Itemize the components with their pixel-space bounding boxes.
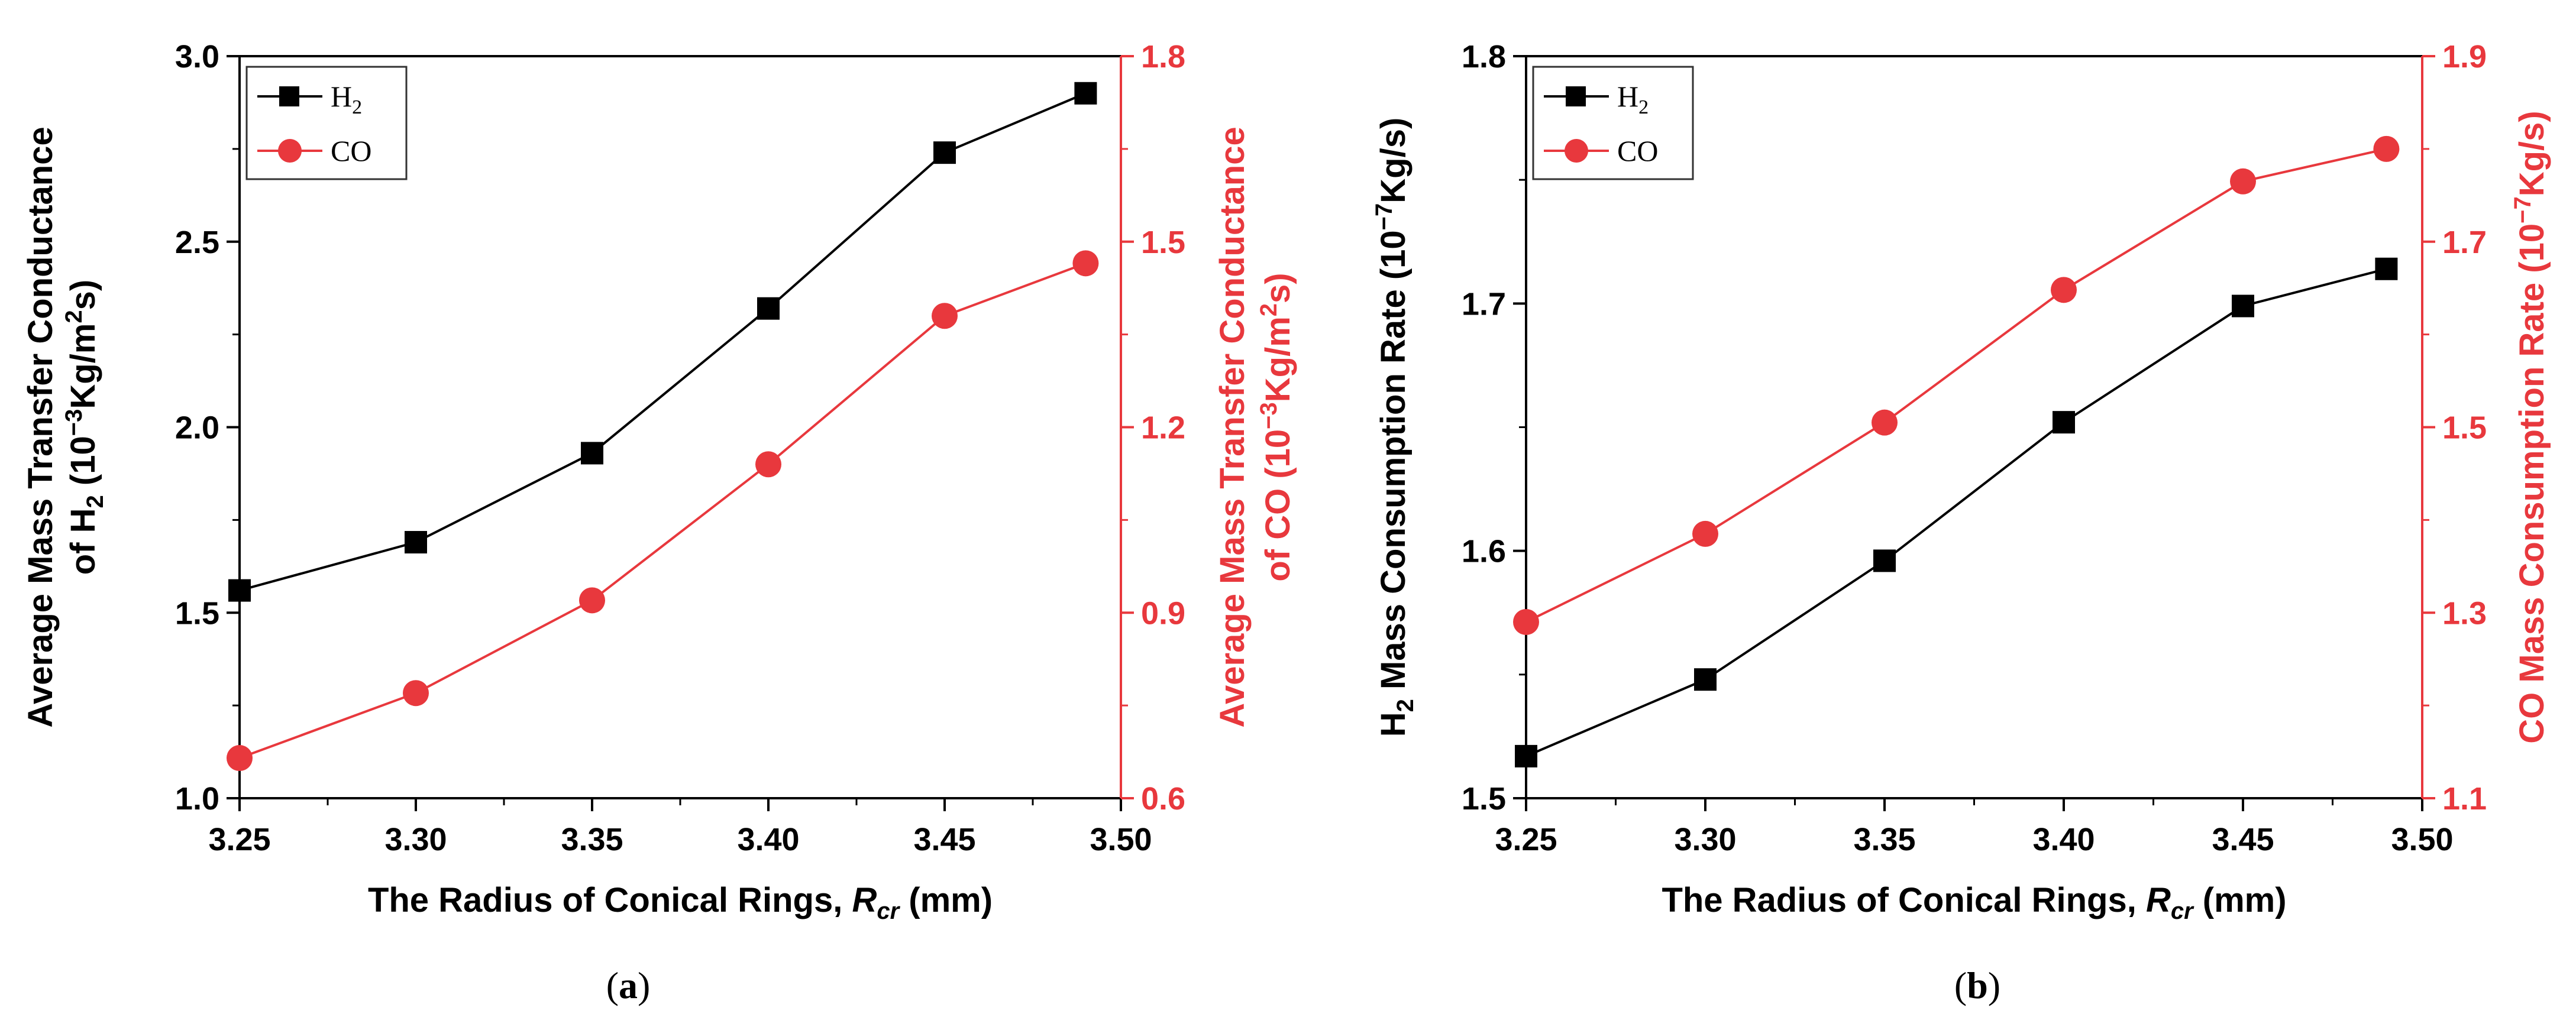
series-line-co [239, 262, 1087, 759]
legend-marker-h2 [1566, 86, 1586, 106]
legend-box [1532, 66, 1694, 180]
data-point-co [1692, 520, 1718, 547]
x-tick-label: 3.50 [2391, 822, 2453, 857]
data-point-h2 [1873, 549, 1896, 572]
right-y-axis-title-line2: of CO (10−3Kg/m2s) [1256, 273, 1297, 581]
x-tick-label: 3.45 [2212, 822, 2274, 857]
legend-marker-co [278, 139, 302, 163]
right-y-tick-label: 1.9 [2442, 39, 2487, 75]
x-tick-label: 3.30 [1674, 822, 1736, 857]
left-y-tick-label: 1.6 [1462, 534, 1506, 569]
x-tick-label: 3.40 [737, 822, 799, 857]
data-point-co [2051, 277, 2077, 303]
x-tick-label: 3.25 [208, 822, 270, 857]
left-y-tick-label: 1.8 [1462, 39, 1506, 75]
data-point-h2 [1515, 744, 1537, 767]
series-line-h [1525, 267, 2387, 757]
series-line-h [239, 92, 1087, 592]
right-y-axis-title-line1: Average Mass Transfer Conductance [1213, 127, 1252, 727]
data-point-co [227, 745, 253, 772]
left-y-axis-title-line1: Average Mass Transfer Conductance [21, 127, 60, 727]
data-point-co [579, 587, 605, 614]
x-tick-label: 3.50 [1090, 822, 1152, 857]
left-y-tick-label: 2.5 [175, 225, 219, 260]
data-point-co [1513, 608, 1539, 635]
left-y-axis-title-line2: of H2 (10−3Kg/m2s) [61, 280, 108, 575]
x-tick-label: 3.25 [1495, 822, 1557, 857]
data-point-h2 [757, 297, 780, 320]
x-axis-title: The Radius of Conical Rings, Rcr (mm) [1662, 881, 2286, 924]
panel-caption: (a) [606, 964, 651, 1006]
data-point-h2 [405, 531, 427, 554]
x-tick-label: 3.30 [384, 822, 447, 857]
data-point-co [2230, 168, 2256, 195]
series-line-co [1525, 147, 2387, 623]
data-point-co [932, 303, 958, 329]
data-point-h2 [1074, 82, 1097, 105]
left-y-tick-label: 2.0 [175, 410, 219, 446]
legend-label-co: CO [331, 134, 371, 167]
right-y-tick-label: 0.9 [1141, 595, 1185, 631]
data-point-h2 [2232, 294, 2254, 318]
legend-label-h: H2 [1617, 80, 1649, 118]
right-y-tick-label: 0.6 [1141, 781, 1185, 817]
legend-marker-co [1565, 139, 1588, 163]
legend-marker-h2 [279, 86, 299, 106]
data-point-co [2373, 135, 2400, 162]
data-point-co [1072, 250, 1099, 277]
x-tick-label: 3.40 [2032, 822, 2095, 857]
right-y-tick-label: 1.3 [2442, 595, 2487, 631]
right-y-tick-label: 1.8 [1141, 39, 1185, 75]
data-point-h2 [2053, 411, 2075, 434]
chart-panel-b: 3.25 3.30 3.35 3.40 3.45 3.50 1.5 1.6 1.7 1.8 1.1 1… [1371, 39, 2551, 1006]
chart-panel-a: 3.25 3.30 3.35 3.40 3.45 3.50 1.0 1.5 2.0 2.5 3.0 0… [21, 39, 1297, 1006]
right-y-tick-label: 1.1 [2442, 781, 2487, 817]
data-point-h2 [933, 141, 956, 164]
panel-caption: (b) [1954, 964, 2000, 1006]
data-point-co [403, 680, 429, 707]
data-point-co [1872, 409, 1898, 436]
data-point-h2 [228, 579, 251, 602]
legend-label-h: H2 [331, 80, 362, 118]
left-y-tick-label: 1.7 [1462, 286, 1506, 322]
right-y-tick-label: 1.7 [2442, 225, 2487, 260]
left-y-tick-label: 1.5 [1462, 781, 1506, 817]
left-y-tick-label: 1.0 [175, 781, 219, 817]
x-tick-label: 3.45 [913, 822, 975, 857]
data-point-h2 [1694, 668, 1717, 691]
right-y-axis-title: CO Mass Consumption Rate (10−7Kg/s) [2510, 111, 2551, 743]
legend-label-co: CO [1617, 134, 1658, 167]
x-tick-label: 3.35 [1853, 822, 1915, 857]
left-y-tick-label: 1.5 [175, 595, 219, 631]
right-y-tick-label: 1.2 [1141, 410, 1185, 446]
legend-box [245, 66, 408, 180]
x-axis-title: The Radius of Conical Rings, Rcr (mm) [368, 881, 993, 924]
data-point-h2 [2375, 257, 2398, 280]
right-y-tick-label: 1.5 [1141, 225, 1185, 260]
left-y-tick-label: 3.0 [175, 39, 219, 75]
data-point-h2 [581, 442, 603, 465]
right-y-tick-label: 1.5 [2442, 410, 2487, 446]
x-tick-label: 3.35 [561, 822, 623, 857]
left-y-axis-title: H2 Mass Consumption Rate (10−7Kg/s) [1371, 118, 1418, 737]
data-point-co [755, 451, 781, 478]
